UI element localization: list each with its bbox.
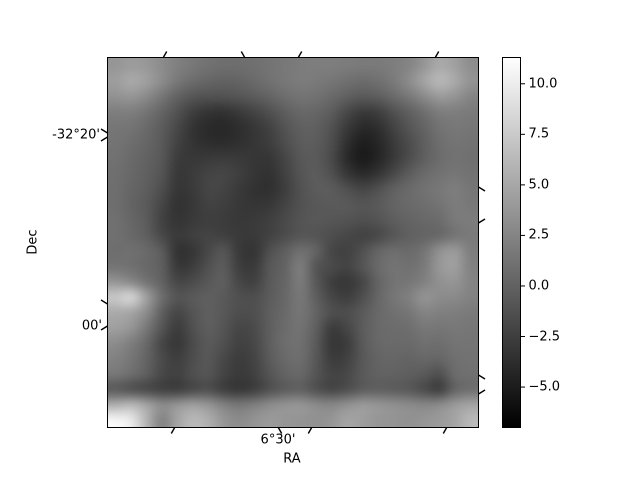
left-axis-tick <box>100 136 108 142</box>
colorbar <box>502 57 521 428</box>
top-axis-tick <box>434 51 440 58</box>
bottom-axis-tick <box>170 427 176 434</box>
top-axis-tick <box>240 51 246 58</box>
dec-tick-label: 00' <box>81 318 102 334</box>
right-axis-tick <box>478 389 486 395</box>
ra-axis-label: RA <box>283 451 301 467</box>
colorbar-tick-label: 5.0 <box>528 177 550 193</box>
left-axis-tick <box>100 325 108 331</box>
colorbar-tick-label: 2.5 <box>528 227 550 243</box>
bottom-axis-tick <box>442 427 448 434</box>
left-axis-tick <box>100 128 108 134</box>
left-axis-tick <box>100 299 108 305</box>
colorbar-tick-label: 7.5 <box>528 126 550 142</box>
bottom-axis-tick <box>307 427 313 434</box>
heatmap-image <box>108 58 478 428</box>
colorbar-tick-label: −5.0 <box>528 379 561 395</box>
top-axis-tick <box>297 51 303 58</box>
top-axis-tick <box>162 51 168 58</box>
right-axis-tick <box>478 186 486 192</box>
colorbar-tick-label: −2.5 <box>528 329 561 345</box>
colorbar-tick-label: 10.0 <box>528 76 558 92</box>
plot-frame <box>107 57 479 428</box>
right-axis-tick <box>478 218 486 224</box>
bottom-axis-tick <box>277 427 283 434</box>
dec-tick-label: -32°20' <box>52 127 100 143</box>
colorbar-tick-label: 0.0 <box>528 278 550 294</box>
right-axis-tick <box>478 374 486 380</box>
dec-axis-label: Dec <box>25 229 41 255</box>
ra-tick-label: 6°30' <box>260 432 296 448</box>
